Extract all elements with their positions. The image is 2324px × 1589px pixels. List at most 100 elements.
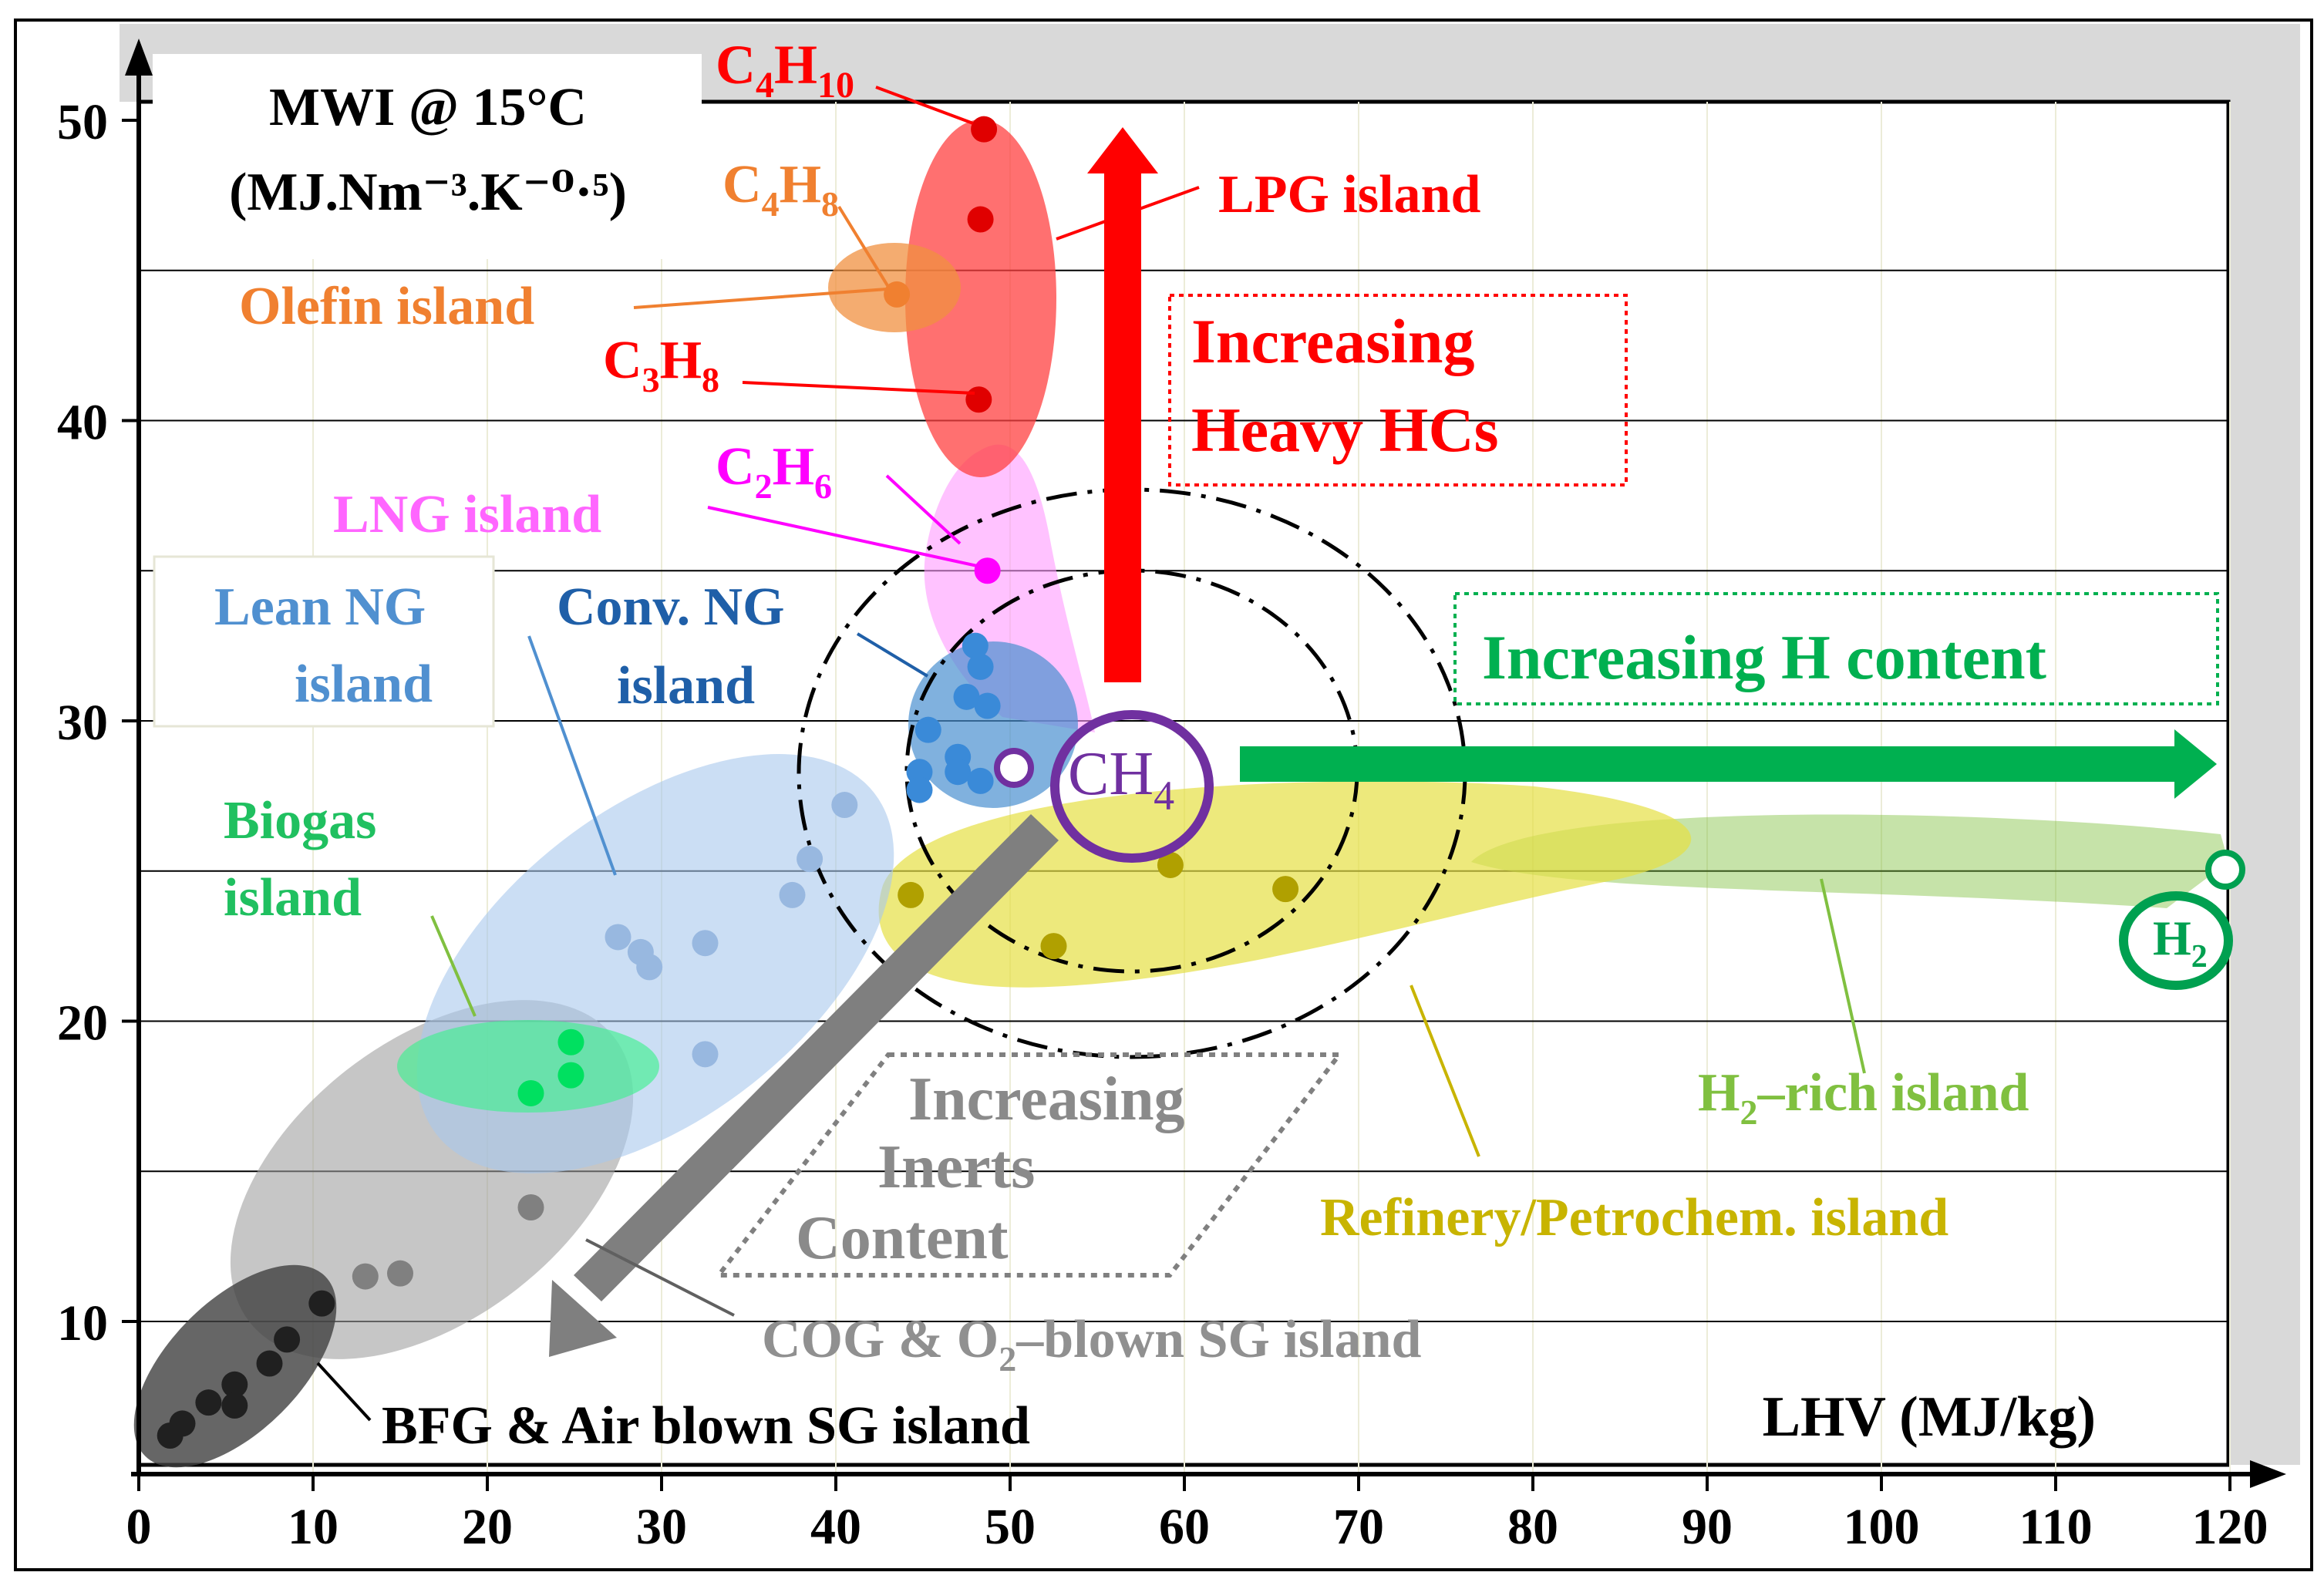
ch4-label: CH4 xyxy=(1068,740,1174,819)
x-tick-label: 90 xyxy=(1682,1499,1733,1555)
conv-point xyxy=(962,632,989,659)
h2-ring xyxy=(2119,891,2233,990)
lean-point xyxy=(636,954,663,981)
cog-point xyxy=(387,1260,413,1287)
y-axis-arrowhead xyxy=(125,39,153,76)
refinery-point xyxy=(1157,851,1184,878)
x-tick-label: 40 xyxy=(810,1499,861,1555)
bfg-island-label: BFG & Air blown SG island xyxy=(382,1396,1030,1456)
bfg-point xyxy=(157,1422,184,1449)
lpg-point xyxy=(967,206,994,233)
h2rich-island-label: H2–rich island xyxy=(1698,1063,2029,1132)
refinery-island-label: Refinery/Petrochem. island xyxy=(1320,1188,1948,1247)
x-tick-label: 100 xyxy=(1844,1499,1920,1555)
c4h8-label: C4H8 xyxy=(722,155,839,224)
leader-lines xyxy=(316,86,1866,1422)
y-label-box xyxy=(153,54,702,259)
bfg-point xyxy=(308,1290,335,1317)
inerts-text-2: Inerts xyxy=(877,1133,1035,1201)
cog-island-label: COG & O2–blown SG island xyxy=(762,1310,1422,1379)
conv-point xyxy=(974,692,1001,719)
conv-point xyxy=(953,683,980,710)
lpg-island-shape xyxy=(905,120,1056,477)
inerts-box xyxy=(713,1052,1345,1278)
c3h8-label: C3H8 xyxy=(603,331,719,399)
refinery-point xyxy=(898,881,925,908)
biogas-island-shape xyxy=(397,1020,659,1113)
lng-island-label: LNG island xyxy=(333,485,601,544)
y-tick-label: 40 xyxy=(57,395,108,451)
biogas-point xyxy=(557,1028,584,1055)
lean-point xyxy=(831,792,858,819)
y-tick-label: 50 xyxy=(57,94,108,150)
y-tick-label: 30 xyxy=(57,695,108,751)
conv-point xyxy=(906,759,933,786)
bfg-point xyxy=(221,1371,248,1398)
conv-island-label-1: Conv. NG xyxy=(557,577,785,637)
c2h6-label: C2H6 xyxy=(716,437,832,506)
conv-point xyxy=(914,716,941,743)
conv-point xyxy=(967,653,994,680)
h2-label: H2 xyxy=(2153,911,2208,975)
biogas-island-label-1: Biogas xyxy=(224,791,376,850)
h-content-box xyxy=(1453,592,2219,705)
lean-point xyxy=(779,881,806,908)
bfg-point xyxy=(274,1326,301,1353)
c4h10-label: C4H10 xyxy=(716,34,854,106)
y-tick-label: 10 xyxy=(57,1295,108,1352)
lean-point xyxy=(692,930,719,957)
x-tick-label: 60 xyxy=(1159,1499,1210,1555)
lpg-point xyxy=(965,386,992,413)
cog-point xyxy=(517,1193,544,1220)
bfg-point xyxy=(256,1350,283,1377)
olefin-island-label: Olefin island xyxy=(239,277,534,336)
lean-point xyxy=(692,1041,719,1068)
x-tick-label: 50 xyxy=(985,1499,1036,1555)
biogas-island-label-2: island xyxy=(224,868,362,927)
y-axis-title-line2: (MJ.Nm⁻³.K⁻⁰·⁵) xyxy=(229,163,627,222)
x-tick-label: 70 xyxy=(1333,1499,1384,1555)
heavy-hc-text-2: Heavy HCs xyxy=(1191,395,1499,465)
inerts-arrow xyxy=(549,814,1059,1357)
lpg-point xyxy=(971,116,998,143)
conv-point xyxy=(967,767,994,794)
h2-open-marker xyxy=(2205,850,2245,890)
lean-island-label-1: Lean NG xyxy=(214,577,426,637)
x-tick-label: 110 xyxy=(2019,1499,2092,1555)
x-tick-label: 20 xyxy=(462,1499,513,1555)
olefin-point xyxy=(884,281,911,308)
conv-island-label-2: island xyxy=(617,656,755,715)
inerts-text-3: Content xyxy=(796,1204,1009,1272)
conv-point xyxy=(945,759,972,786)
inerts-text-1: Increasing xyxy=(908,1066,1185,1133)
heavy-hc-text-1: Increasing xyxy=(1191,306,1475,376)
y-tick-label: 20 xyxy=(57,995,108,1052)
cog-point xyxy=(352,1263,379,1290)
x-tick-label: 30 xyxy=(636,1499,687,1555)
lean-point xyxy=(605,924,632,951)
ch4-ring xyxy=(1050,710,1214,863)
x-axis-title: LHV (MJ/kg) xyxy=(1763,1385,2096,1449)
lean-island-label-2: island xyxy=(295,655,433,714)
heavy-hc-arrow xyxy=(1087,127,1158,682)
ch4-open-marker xyxy=(994,748,1034,788)
h-content-arrow xyxy=(1240,729,2217,799)
conv-point xyxy=(906,776,933,803)
x-tick-label: 120 xyxy=(2192,1499,2268,1555)
refinery-point xyxy=(1040,933,1067,960)
heavy-hc-box xyxy=(1168,294,1628,486)
h-content-text: Increasing H content xyxy=(1482,622,2046,692)
x-tick-label: 0 xyxy=(126,1499,152,1555)
x-tick-label: 10 xyxy=(288,1499,338,1555)
biogas-point xyxy=(557,1062,584,1089)
lean-point xyxy=(797,846,824,873)
y-axis-title-line1: MWI @ 15°C xyxy=(269,78,587,137)
refinery-point xyxy=(1272,876,1299,903)
bfg-point xyxy=(221,1392,248,1419)
biogas-point xyxy=(517,1079,544,1106)
x-axis-arrowhead xyxy=(2250,1460,2286,1488)
lean-label-box xyxy=(153,555,495,728)
lng-point xyxy=(974,557,1001,584)
x-tick-label: 80 xyxy=(1507,1499,1558,1555)
